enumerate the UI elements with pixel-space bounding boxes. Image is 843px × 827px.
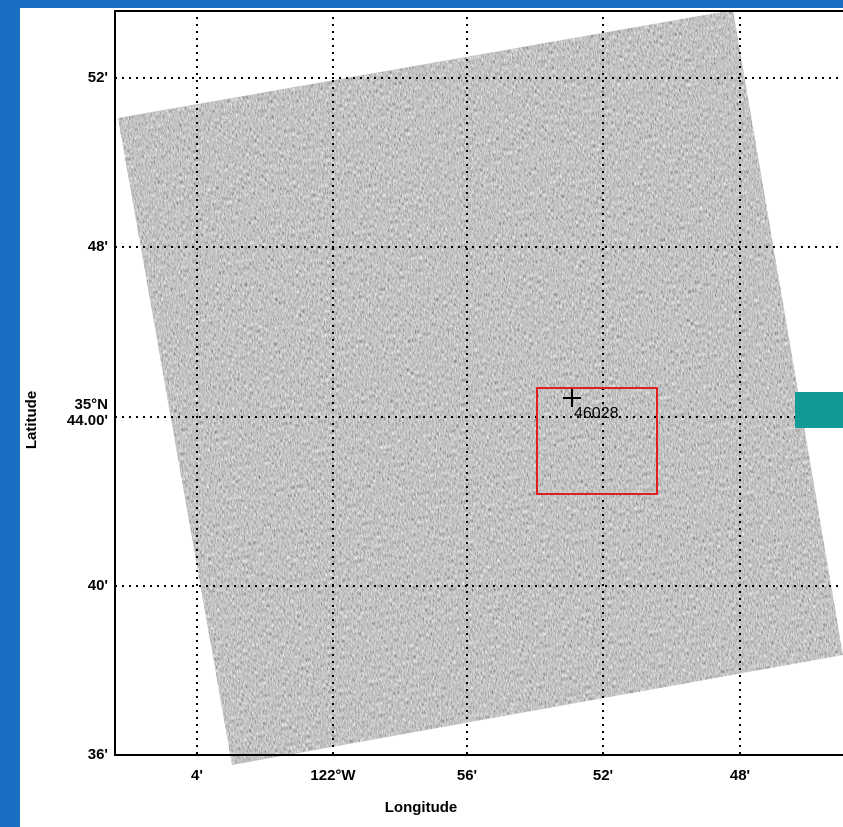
lon-tick-label: 48' xyxy=(730,767,750,784)
lat-tick-label: 35°N xyxy=(74,396,108,413)
blue-border-left xyxy=(0,0,20,827)
lon-tick-label: 52' xyxy=(593,767,613,784)
lat-tick-label: 40' xyxy=(88,577,108,594)
y-axis-label: Latitude xyxy=(23,391,40,449)
lon-tick-label: 122°W xyxy=(310,767,356,784)
x-axis-label: Longitude xyxy=(385,799,457,816)
lon-tick-label: 4' xyxy=(191,767,203,784)
frame xyxy=(114,10,843,756)
region-box xyxy=(536,387,658,495)
lat-tick-label: 52' xyxy=(88,69,108,86)
buoy-marker xyxy=(563,389,581,407)
lat-tick-label: 36' xyxy=(88,746,108,763)
lon-tick-label: 56' xyxy=(457,767,477,784)
teal-tab[interactable] xyxy=(795,392,843,428)
lat-tick-label: 48' xyxy=(88,238,108,255)
lat-tick-label: 44.00' xyxy=(67,412,108,429)
blue-border-top xyxy=(0,0,843,8)
buoy-label: 46028 xyxy=(574,405,619,422)
sar-image xyxy=(118,10,843,765)
